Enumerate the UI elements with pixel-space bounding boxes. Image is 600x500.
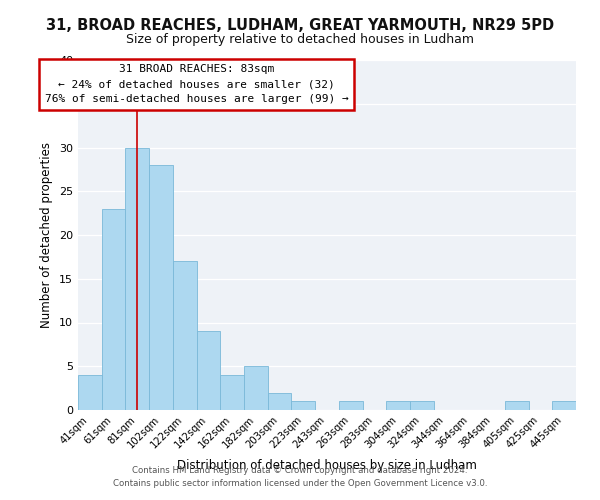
Y-axis label: Number of detached properties: Number of detached properties bbox=[40, 142, 53, 328]
Bar bbox=[197, 331, 220, 410]
Text: 31, BROAD REACHES, LUDHAM, GREAT YARMOUTH, NR29 5PD: 31, BROAD REACHES, LUDHAM, GREAT YARMOUT… bbox=[46, 18, 554, 32]
Bar bbox=[552, 401, 576, 410]
Text: Contains HM Land Registry data © Crown copyright and database right 2024.
Contai: Contains HM Land Registry data © Crown c… bbox=[113, 466, 487, 487]
Bar bbox=[292, 401, 315, 410]
Bar bbox=[268, 392, 292, 410]
Text: 31 BROAD REACHES: 83sqm
← 24% of detached houses are smaller (32)
76% of semi-de: 31 BROAD REACHES: 83sqm ← 24% of detache… bbox=[44, 64, 349, 104]
X-axis label: Distribution of detached houses by size in Ludham: Distribution of detached houses by size … bbox=[177, 459, 477, 472]
Bar bbox=[125, 148, 149, 410]
Bar bbox=[173, 261, 197, 410]
Bar bbox=[505, 401, 529, 410]
Bar bbox=[102, 209, 125, 410]
Bar bbox=[220, 375, 244, 410]
Text: Size of property relative to detached houses in Ludham: Size of property relative to detached ho… bbox=[126, 32, 474, 46]
Bar bbox=[410, 401, 434, 410]
Bar bbox=[386, 401, 410, 410]
Bar bbox=[339, 401, 362, 410]
Bar bbox=[244, 366, 268, 410]
Bar bbox=[149, 165, 173, 410]
Bar bbox=[78, 375, 102, 410]
